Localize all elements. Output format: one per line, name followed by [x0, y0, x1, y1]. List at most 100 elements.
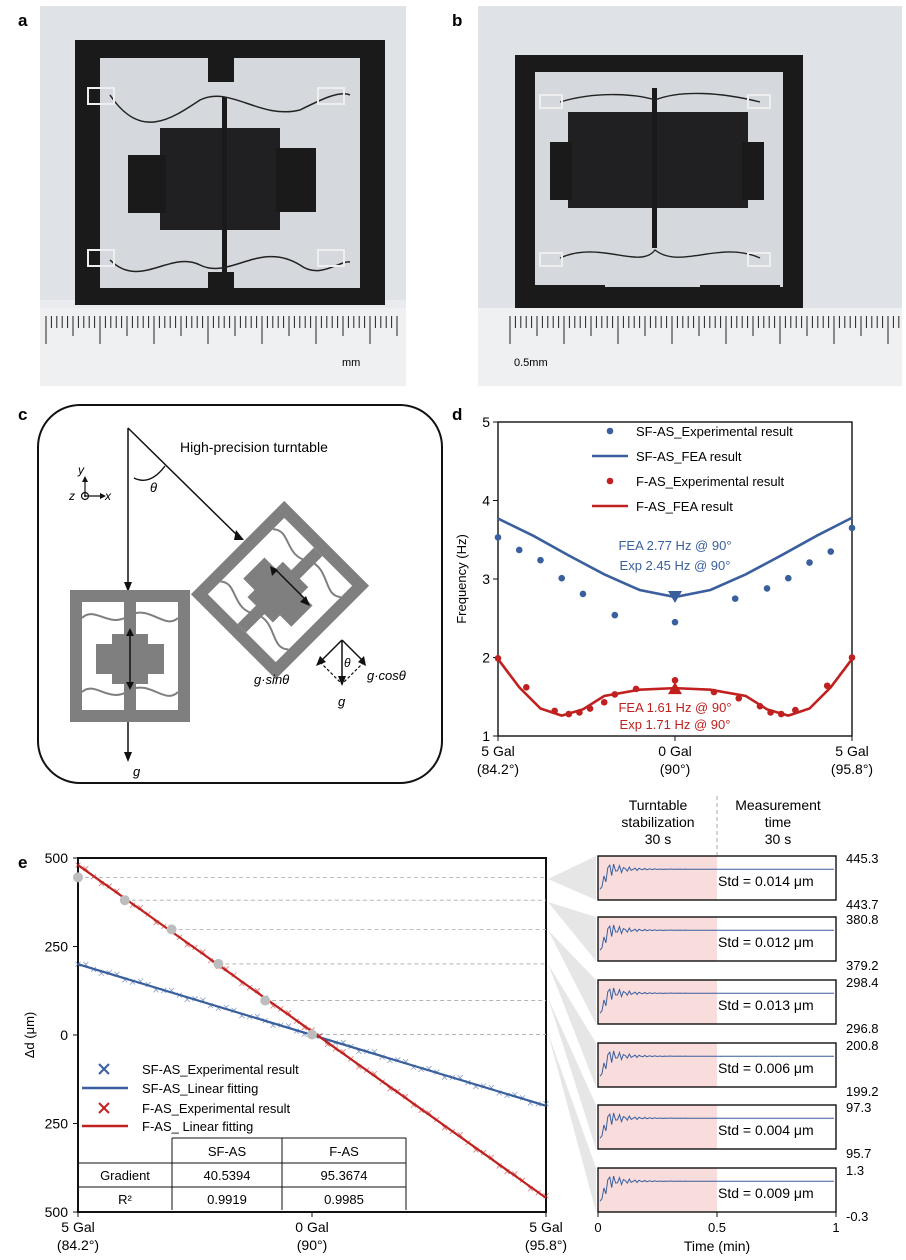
- x-tick-label: 0.5: [708, 1220, 726, 1235]
- data-point: [756, 702, 764, 710]
- stabilization-shade: [598, 980, 717, 1024]
- data-point: [767, 709, 774, 716]
- data-point: [523, 684, 530, 691]
- fea-marker-up: [668, 682, 682, 695]
- inset-frame: [597, 855, 837, 901]
- inset-frame: [597, 1104, 837, 1150]
- data-point: [763, 585, 771, 592]
- legend-label: F-AS_FEA result: [636, 499, 733, 514]
- inset-top-label: 298.4: [846, 975, 879, 990]
- photo-a: mm: [40, 6, 406, 386]
- legend-label: F-AS_Experimental result: [636, 474, 784, 489]
- panel-letter-d: d: [452, 405, 462, 424]
- data-point: [710, 688, 718, 696]
- stabilization-shade: [598, 917, 717, 961]
- theta-label: θ: [150, 480, 157, 495]
- legend-label: SF-AS_Experimental result: [142, 1062, 299, 1077]
- std-label: Std = 0.004 μm: [718, 1122, 814, 1138]
- std-label: Std = 0.006 μm: [718, 1060, 814, 1076]
- inset-top-label: 445.3: [846, 851, 879, 866]
- data-point: [671, 618, 679, 626]
- legend-marker: [606, 477, 614, 485]
- ruler-unit-b: 0.5mm: [514, 357, 548, 369]
- y-tick-label: 5: [482, 414, 490, 430]
- annotation-f: FEA 1.61 Hz @ 90° Exp 1.71 Hz @ 90°: [618, 700, 731, 732]
- table-cell: Gradient: [100, 1168, 150, 1183]
- inset-top-label: 97.3: [846, 1100, 871, 1115]
- ruler-b: [509, 316, 900, 344]
- x-tick-label: 0 Gal (90°): [658, 743, 691, 777]
- inset-frame: [597, 1042, 837, 1088]
- table-header: SF-AS: [208, 1144, 247, 1159]
- legend-label: SF-AS_Linear fitting: [142, 1081, 258, 1096]
- header-stabilization: Turntable stabilization 30 s: [621, 797, 694, 847]
- inset-bottom-label: 443.7: [846, 897, 879, 912]
- sensor-upright: [70, 590, 190, 722]
- table-header: F-AS: [329, 1144, 359, 1159]
- data-point: [579, 590, 587, 598]
- connector-wedge: [548, 964, 596, 1087]
- displacement-trace: [599, 924, 834, 951]
- x-tick-label: 0: [594, 1220, 601, 1235]
- data-point: [848, 524, 856, 532]
- header-measurement: Measurement time 30 s: [735, 797, 821, 847]
- std-label: Std = 0.014 μm: [718, 873, 814, 889]
- data-point: [600, 698, 608, 706]
- y-tick-label: 3: [482, 571, 490, 587]
- data-point: [576, 709, 583, 716]
- annotation-sf: FEA 2.77 Hz @ 90° Exp 2.45 Hz @ 90°: [618, 538, 731, 573]
- std-label: Std = 0.012 μm: [718, 934, 814, 950]
- y-axis-label: Frequency (Hz): [454, 534, 469, 624]
- y-tick-label: 1: [482, 728, 490, 744]
- legend-label: F-AS_Experimental result: [142, 1101, 290, 1116]
- table-cell: R²: [118, 1192, 132, 1207]
- connector-wedge: [548, 902, 596, 961]
- data-point: [823, 682, 831, 690]
- turntable-title: High-precision turntable: [180, 439, 328, 455]
- measurement-point: [307, 1029, 317, 1040]
- measurement-point: [166, 924, 177, 935]
- data-point: [558, 574, 566, 582]
- g-label-force: g: [338, 694, 346, 709]
- diagram-c: High-precision turntable θ y z x: [37, 404, 443, 784]
- g-sin-label: g·sinθ: [254, 672, 289, 687]
- displacement-trace: [599, 1050, 834, 1077]
- x-tick-label: 5 Gal (95.8°): [525, 1219, 567, 1253]
- photo-b: 0.5mm: [478, 6, 902, 386]
- x-tick-label: 5 Gal (95.8°): [831, 743, 873, 777]
- g-label-bottom: g: [133, 764, 141, 779]
- legend-label: SF-AS_FEA result: [636, 449, 742, 464]
- data-point: [537, 556, 544, 564]
- legend-marker: [98, 1063, 110, 1075]
- data-point: [806, 559, 813, 566]
- data-point: [565, 710, 573, 718]
- data-point: [494, 534, 502, 541]
- y-tick-label: 500: [45, 1204, 69, 1220]
- x-tick-label: 5 Gal (84.2°): [477, 743, 519, 777]
- data-point: [735, 695, 743, 702]
- y-axis-label: Δd (μm): [22, 1012, 37, 1059]
- data-point: [848, 654, 856, 661]
- displacement-trace: [599, 987, 834, 1014]
- data-point: [515, 546, 523, 554]
- panel-letter-b: b: [452, 11, 462, 30]
- table-cell: 95.3674: [321, 1168, 368, 1183]
- data-point: [777, 710, 785, 718]
- fea-marker-down: [668, 591, 682, 604]
- std-label: Std = 0.013 μm: [718, 997, 814, 1013]
- inset-top-label: 1.3: [846, 1163, 864, 1178]
- data-point: [784, 574, 792, 582]
- y-tick-label: 2: [482, 650, 490, 666]
- y-tick-label: 500: [45, 850, 69, 866]
- x-tick-label: 5 Gal (84.2°): [57, 1219, 99, 1253]
- data-point: [827, 548, 835, 555]
- inset-bottom-label: 296.8: [846, 1021, 879, 1036]
- inset-bottom-label: 199.2: [846, 1084, 879, 1099]
- theta-label-force: θ: [344, 656, 351, 670]
- measurement-point: [119, 895, 130, 906]
- panel-letter-a: a: [18, 11, 28, 30]
- panel-letter-e: e: [18, 853, 27, 872]
- measurement-point: [213, 958, 224, 969]
- axes-icon: [80, 476, 106, 501]
- data-point: [611, 691, 619, 698]
